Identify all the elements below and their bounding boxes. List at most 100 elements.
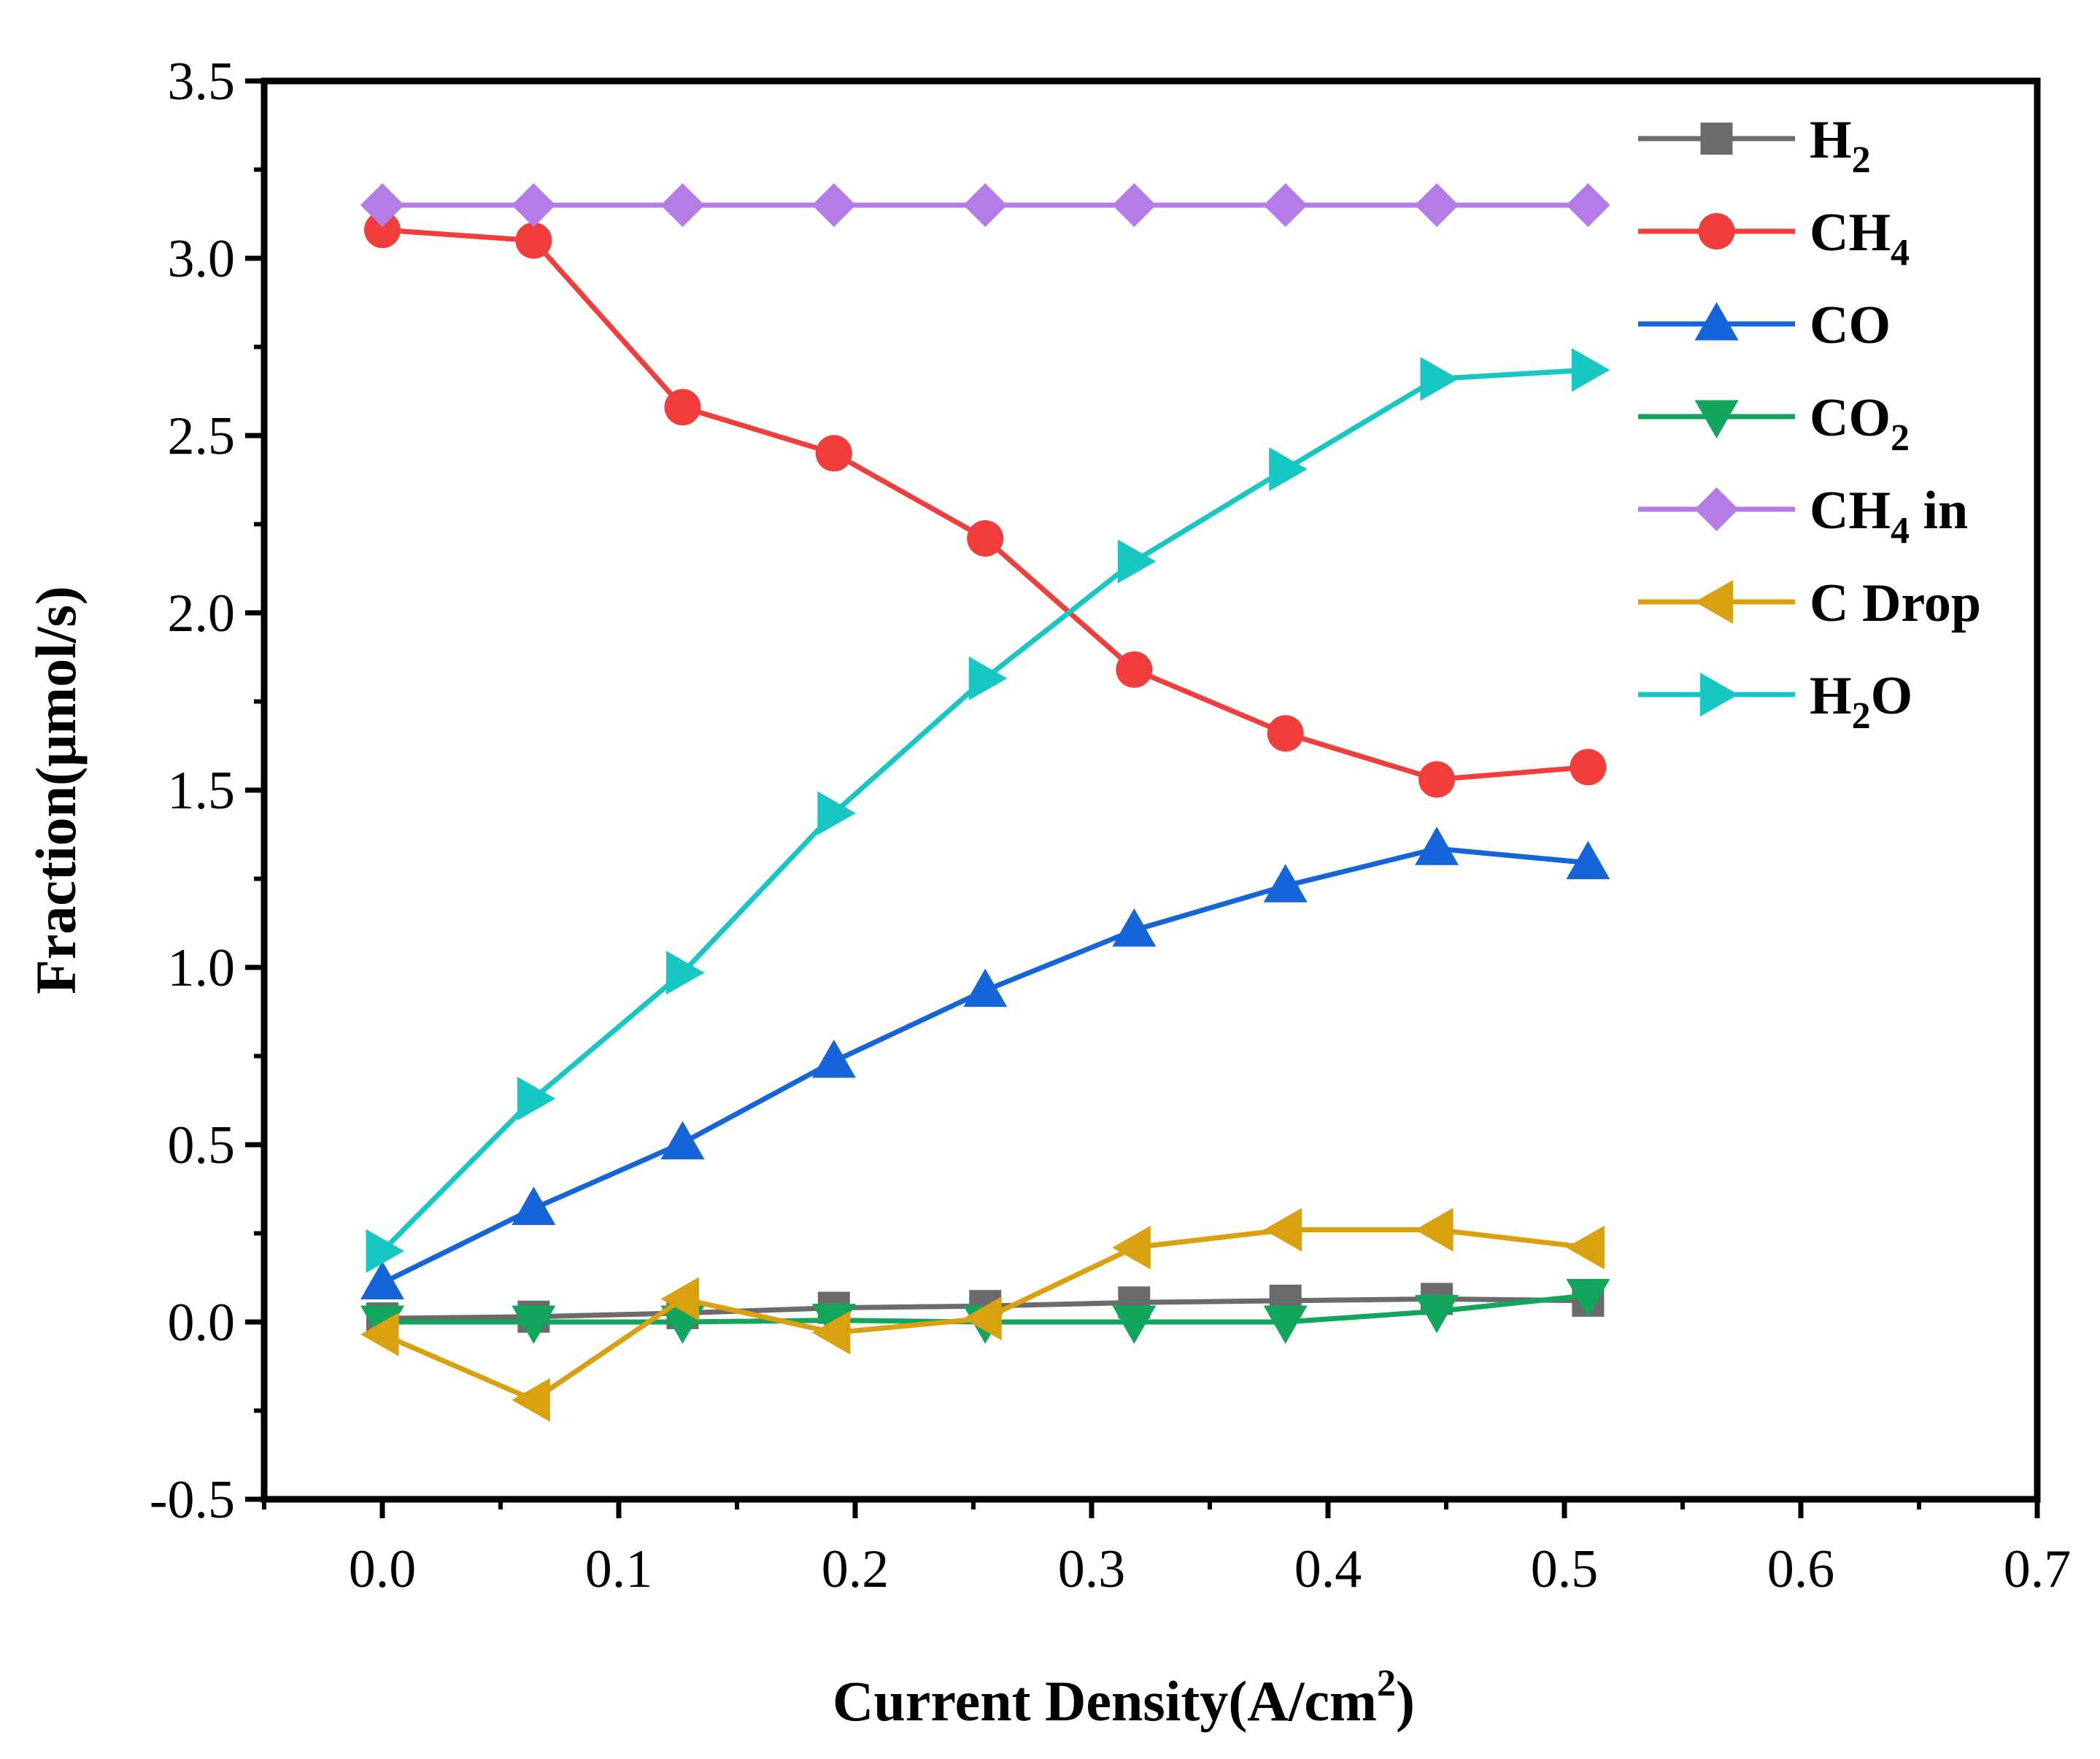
series-line-h2o bbox=[380, 367, 1588, 1253]
legend-label-cdrop: C Drop bbox=[1810, 573, 1981, 633]
data-point-co bbox=[1112, 908, 1157, 947]
data-point-co bbox=[512, 1186, 556, 1225]
x-tick-label: 0.7 bbox=[2004, 1539, 2072, 1599]
data-point-ch4in bbox=[1566, 183, 1610, 228]
data-point-cdrop bbox=[660, 1277, 699, 1321]
data-point-co bbox=[360, 1261, 404, 1300]
data-point-h2o bbox=[517, 1076, 556, 1121]
data-point-co2 bbox=[512, 1305, 556, 1344]
data-point-ch4in bbox=[963, 183, 1008, 228]
x-tick-label: 0.2 bbox=[822, 1539, 889, 1599]
data-point-ch4 bbox=[815, 435, 852, 472]
legend-marker-co2 bbox=[1694, 400, 1739, 438]
legend: H2 CH4 CO CO2 CH4 in C Drop H2O bbox=[1638, 110, 1981, 737]
data-point-co bbox=[1566, 840, 1610, 880]
data-point-h2o bbox=[817, 791, 856, 835]
legend-label-h2: H2 bbox=[1810, 110, 1871, 181]
data-point-cdrop bbox=[1263, 1207, 1302, 1252]
series-ch4in bbox=[360, 183, 1610, 228]
series-h2o bbox=[366, 348, 1610, 1273]
data-point-h2o bbox=[1420, 357, 1459, 401]
y-tick-label: 1.0 bbox=[168, 938, 236, 998]
legend-marker-cdrop bbox=[1694, 580, 1733, 624]
legend-label-h2o: H2O bbox=[1810, 666, 1912, 737]
data-point-h2o bbox=[665, 951, 705, 995]
ticks-layer: 0.0 0.1 0.2 0.3 0.4 0.5 0.6 0.7 -0.5 0.0 0.5 1.0 1.5… bbox=[150, 52, 2071, 1599]
data-point-ch4 bbox=[1116, 651, 1153, 688]
data-point-ch4in bbox=[1263, 183, 1308, 228]
x-tick-label: 0.5 bbox=[1531, 1539, 1599, 1599]
data-point-co bbox=[660, 1121, 705, 1160]
x-tick-label: 0.4 bbox=[1294, 1539, 1362, 1599]
x-tick-label: 0.0 bbox=[349, 1539, 417, 1599]
legend-label-ch4: CH4 bbox=[1810, 203, 1910, 274]
data-point-ch4 bbox=[1418, 761, 1456, 798]
legend-item-co: CO bbox=[1638, 295, 1891, 355]
data-point-ch4 bbox=[967, 519, 1004, 557]
data-point-co bbox=[963, 968, 1008, 1008]
data-point-ch4 bbox=[364, 212, 401, 249]
x-tick-label: 0.3 bbox=[1058, 1539, 1126, 1599]
data-point-co bbox=[811, 1039, 856, 1078]
x-axis-title: Current Density(A/cm2) bbox=[833, 1663, 1415, 1733]
series-line-ch4 bbox=[382, 227, 1588, 782]
data-point-cdrop bbox=[360, 1313, 399, 1357]
data-point-co2 bbox=[1415, 1294, 1459, 1334]
data-point-ch4in bbox=[512, 183, 556, 228]
plot-frame bbox=[260, 77, 2041, 1503]
data-point-co bbox=[1263, 864, 1308, 902]
data-point-cdrop bbox=[811, 1310, 851, 1355]
legend-item-ch4in: CH4 in bbox=[1638, 481, 1968, 552]
series-ch4 bbox=[364, 212, 1607, 798]
data-point-h2o bbox=[968, 656, 1008, 700]
data-point-co2 bbox=[1112, 1305, 1157, 1344]
y-tick-label: 2.0 bbox=[168, 584, 236, 643]
data-point-cdrop bbox=[1566, 1225, 1605, 1269]
data-point-h2o bbox=[1571, 348, 1610, 393]
x-axis-title-end: ) bbox=[1396, 1669, 1415, 1733]
legend-marker-ch4 bbox=[1698, 213, 1735, 250]
data-point-cdrop bbox=[512, 1377, 550, 1422]
legend-item-co2: CO2 bbox=[1638, 388, 1910, 459]
series-cdrop bbox=[360, 1207, 1605, 1422]
data-point-cdrop bbox=[1112, 1225, 1151, 1269]
legend-item-cdrop: C Drop bbox=[1638, 573, 1981, 633]
legend-label-co: CO bbox=[1810, 295, 1891, 355]
data-point-cdrop bbox=[963, 1296, 1002, 1341]
data-point-co2 bbox=[1263, 1305, 1308, 1344]
series-line-co bbox=[381, 846, 1588, 1286]
axes-layer bbox=[260, 77, 2041, 1503]
data-point-co bbox=[1415, 827, 1459, 865]
data-point-ch4 bbox=[515, 222, 552, 259]
legend-marker-ch4in bbox=[1694, 487, 1739, 531]
legend-marker-h2 bbox=[1700, 123, 1733, 155]
legend-item-h2o: H2O bbox=[1638, 666, 1912, 737]
legend-label-co2: CO2 bbox=[1810, 388, 1910, 459]
y-tick-label: 1.5 bbox=[168, 761, 236, 821]
y-tick-label: -0.5 bbox=[150, 1470, 235, 1530]
data-point-h2o bbox=[1269, 447, 1308, 492]
y-tick-label: 2.5 bbox=[168, 406, 236, 466]
y-tick-label: 3.0 bbox=[168, 229, 236, 289]
legend-item-h2: H2 bbox=[1638, 110, 1871, 181]
data-point-h2o bbox=[1117, 539, 1157, 584]
legend-marker-h2o bbox=[1700, 673, 1739, 716]
data-point-h2o bbox=[366, 1229, 404, 1273]
data-point-ch4 bbox=[1267, 715, 1304, 752]
data-point-ch4in bbox=[811, 183, 856, 228]
data-point-ch4 bbox=[1570, 749, 1607, 786]
x-tick-label: 0.6 bbox=[1767, 1539, 1835, 1599]
data-point-ch4in bbox=[1415, 183, 1459, 228]
data-point-ch4 bbox=[664, 389, 701, 426]
y-axis-title: Fraction(μmol/s) bbox=[24, 586, 88, 994]
data-point-ch4in bbox=[660, 183, 705, 228]
data-point-ch4in bbox=[1112, 183, 1157, 228]
legend-marker-co bbox=[1694, 302, 1739, 341]
x-axis-title-sup: 2 bbox=[1377, 1663, 1396, 1704]
legend-label-ch4in: CH4 in bbox=[1810, 481, 1968, 552]
series-layer bbox=[360, 183, 1610, 1422]
y-tick-label: 3.5 bbox=[168, 52, 236, 112]
data-point-co2 bbox=[1566, 1279, 1610, 1318]
x-axis-title-main: Current Density(A/cm bbox=[833, 1669, 1377, 1733]
